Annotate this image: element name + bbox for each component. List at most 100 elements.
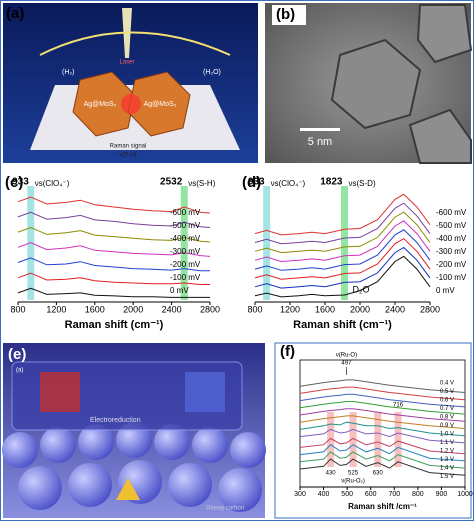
highlight-band (327, 412, 335, 467)
series-line (254, 238, 431, 280)
peak-label: 933 (248, 177, 265, 188)
panel-a: (a) Laser (H₂) (H₂O) Ag@MoS₂ Ag@MoS₂ Ram… (3, 3, 258, 163)
sphere (18, 466, 62, 510)
panel-f-frame (274, 342, 472, 519)
peak-label: 1823 (320, 177, 343, 188)
series-line (299, 415, 466, 429)
x-tick-label: 800 (412, 491, 424, 498)
panel-e: (e) (a) Electroreduction Glassy carbon (2, 343, 266, 518)
series-line (254, 202, 431, 245)
mode-label: ν(S-H) (119, 153, 136, 159)
nanocrystal (330, 38, 422, 130)
particle-label: Ag@MoS₂ (84, 101, 117, 108)
catalyst (116, 478, 140, 500)
x-tick-label: 300 (294, 491, 306, 498)
sphere (78, 424, 114, 460)
sphere (230, 432, 266, 468)
legend-label: -300 mV (170, 247, 201, 256)
x-tick-label: 1600 (315, 304, 335, 314)
x-tick-label: 1600 (85, 304, 105, 314)
sphere (68, 463, 112, 507)
series-line (299, 444, 466, 462)
legend-label: 1.4 V (440, 466, 454, 472)
highlight-band (349, 412, 357, 467)
legend-label: -300 mV (436, 247, 467, 256)
sphere (40, 427, 76, 463)
series-line (299, 386, 466, 401)
peak-note: ν(Ru-O₂) (341, 479, 365, 485)
series-line (254, 246, 431, 289)
peak-note: νs(ClO₄⁻) (271, 179, 306, 188)
x-axis-title: Raman shift (cm⁻¹) (65, 319, 164, 331)
x-tick-label: 2400 (385, 304, 405, 314)
legend-label: -500 mV (436, 221, 467, 230)
legend-label: 0.7 V (440, 406, 454, 412)
series-line (299, 421, 466, 437)
x-axis-title: Raman shift (cm⁻¹) (293, 319, 392, 331)
series-line (299, 428, 466, 444)
series-line (299, 408, 466, 422)
panel-label: (f) (280, 343, 295, 360)
sphere (168, 463, 212, 507)
arc (39, 31, 231, 56)
sphere (218, 468, 262, 512)
lattice (40, 372, 80, 412)
scale-bar (300, 128, 340, 131)
legend-label: 0.5 V (440, 389, 454, 395)
particle (72, 71, 136, 137)
series-line (254, 255, 431, 298)
legend-label: 0 mV (436, 286, 455, 295)
series-line (299, 401, 466, 415)
series-line (254, 193, 431, 236)
series-line (299, 379, 466, 393)
nanocrystal (408, 108, 472, 164)
legend-label: 1.2 V (440, 449, 454, 455)
peak-note: νs(ClO₄⁻) (35, 179, 70, 188)
x-tick-label: 1000 (457, 491, 473, 498)
series-line (17, 211, 211, 228)
panel-label: (c) (5, 174, 23, 191)
nanocrystal (416, 4, 473, 64)
x-tick-label: 800 (247, 304, 262, 314)
panel-label: (d) (242, 174, 261, 191)
peak-label: 630 (373, 471, 384, 477)
peak-note: νs(S-H) (188, 179, 215, 188)
x-tick-label: 2800 (420, 304, 440, 314)
peak-label: 933 (12, 177, 29, 188)
x-tick-label: 2000 (350, 304, 370, 314)
x-tick-label: 400 (318, 491, 330, 498)
series-line (17, 196, 211, 214)
legend-label: D₂O (353, 284, 370, 294)
scale-label: 5 nm (308, 136, 332, 148)
legend-label: 0.8 V (440, 415, 454, 421)
series-line (17, 287, 210, 298)
series-line (299, 437, 466, 455)
legend-label: -200 mV (170, 260, 201, 269)
x-tick-label: 1200 (280, 304, 300, 314)
series-line (299, 451, 466, 469)
hotspot (121, 94, 141, 114)
series-line (254, 220, 431, 263)
x-tick-label: 2400 (162, 304, 182, 314)
legend-label: 1.0 V (440, 432, 454, 438)
annotation-note: ν(Ru-O) (336, 353, 357, 359)
series-line (17, 272, 210, 285)
panel-label: (e) (8, 346, 26, 363)
particle-label: Ag@MoS₂ (144, 101, 177, 108)
signal-label: Raman signal (110, 144, 147, 150)
legend-label: -500 mV (170, 221, 201, 230)
legend-label: -600 mV (436, 208, 467, 217)
annotation-label: 497 (341, 361, 352, 367)
legend-label: -100 mV (436, 273, 467, 282)
substrate-label: Glassy carbon (206, 506, 244, 512)
laser-label: Laser (119, 60, 134, 66)
series-line (254, 229, 431, 271)
legend-label: -200 mV (436, 260, 467, 269)
legend-label: -400 mV (436, 234, 467, 243)
h2o-label: (H₂O) (203, 69, 221, 76)
legend-label: 1.3 V (440, 457, 454, 463)
label-box (272, 5, 306, 25)
highlight-band (263, 186, 271, 300)
x-tick-label: 900 (436, 491, 448, 498)
